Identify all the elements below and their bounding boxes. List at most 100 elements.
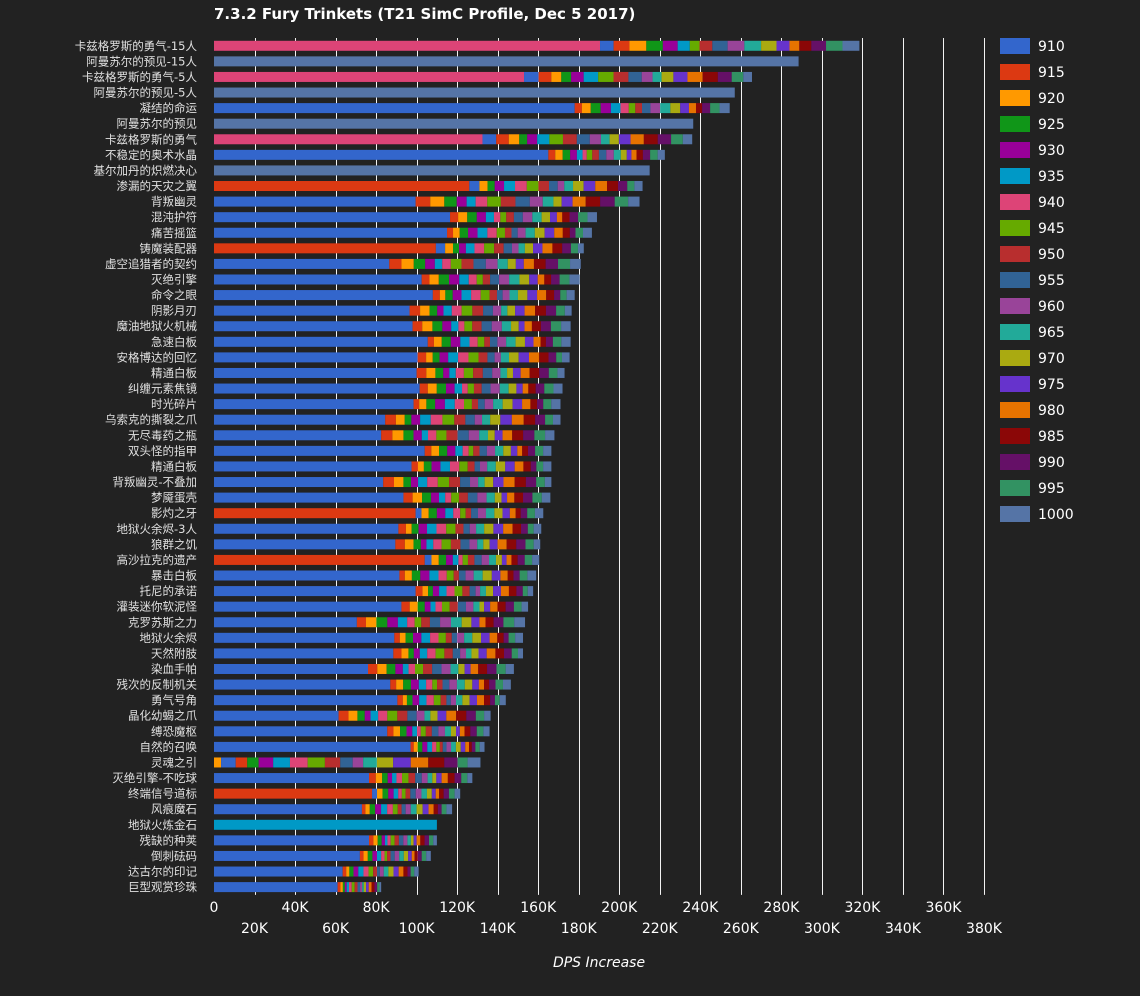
bar-segment-1000 [557,367,565,378]
bar-segment-915 [369,835,374,846]
legend-label: 955 [1038,273,1065,289]
bar-segment-base [214,554,425,565]
bar-segment-965 [464,632,473,643]
bar-segment-960 [484,399,494,410]
bar-segment-930 [422,741,428,752]
bar-row [214,290,575,301]
bar-segment-985 [514,477,526,488]
bar-row [214,212,597,223]
bar-segment-960 [490,383,500,394]
bar-segment-925 [429,305,438,316]
bar-segment-1000 [483,726,490,737]
bar-segment-975 [484,601,491,612]
bar-segment-base [214,773,370,784]
bar-segment-920 [555,149,563,160]
bar-segment-950 [450,539,461,550]
bar-segment-950 [538,181,549,192]
bar-segment-915 [427,336,434,347]
bar-segment-975 [481,632,490,643]
bar-segment-975 [393,757,411,768]
bar-segment-1000 [543,461,552,472]
bar-segment-985 [433,804,438,815]
bar-segment-985 [643,134,658,145]
bar-segment-910 [415,508,422,519]
bar-segment-990 [437,804,442,815]
category-label: 阿曼苏尔的预见-5人 [94,86,198,100]
bar-segment-995 [536,461,544,472]
x-tick-label: 340K [885,921,922,937]
legend-swatch-945 [1000,220,1030,236]
bar-segment-985 [512,523,522,534]
bar-segment-1000 [570,258,581,269]
bar-segment-985 [531,321,541,332]
bar-segment-985 [506,539,517,550]
bar-segment-960 [470,477,479,488]
bar-segment-970 [458,663,465,674]
bar-segment-995 [503,617,515,628]
bar-segment-965 [455,695,463,706]
bar-segment-920 [421,508,429,519]
bar-segment-945 [477,336,485,347]
bar-segment-950 [324,757,341,768]
bar-segment-990 [617,181,628,192]
bar-segment-960 [379,866,384,877]
bar-segment-925 [432,352,440,363]
bar-segment-985 [456,710,467,721]
bar-segment-975 [493,477,504,488]
bar-segment-925 [403,477,411,488]
bar-row [214,539,541,550]
bar-segment-975 [533,243,543,254]
bar-segment-920 [365,617,377,628]
bar-segment-950 [613,71,629,82]
bar-segment-960 [440,617,451,628]
bar-segment-920 [392,430,404,441]
bar-segment-975 [505,461,515,472]
category-label: 魔油地狱火机械 [117,319,198,333]
bar-segment-950 [440,695,447,706]
legend-swatch-975 [1000,376,1030,392]
bar-segment-920 [629,40,647,51]
bar-segment-945 [462,554,468,565]
bar-segment-990 [407,866,411,877]
legend-label: 985 [1038,429,1065,445]
bar-segment-985 [497,632,504,643]
bar-segment-920 [431,445,439,456]
category-label: 阴影月刃 [151,304,197,318]
bar-segment-945 [461,305,473,316]
bar-segment-970 [494,492,502,503]
bar-segment-915 [395,539,405,550]
bar-segment-955 [712,40,728,51]
bar-segment-990 [487,663,497,674]
bar-segment-925 [423,461,432,472]
bar-segment-985 [403,866,408,877]
bar-segment-base [214,850,360,861]
bar-segment-935 [583,71,599,82]
bar-segment-995 [519,570,528,581]
legend-label: 965 [1038,325,1065,341]
bar-segment-980 [630,134,644,145]
bar-row [214,492,551,503]
bar-segment-1000 [657,149,665,160]
category-label: 缚恐魔枢 [151,724,197,738]
bar-segment-915 [385,414,396,425]
bar-segment-980 [497,539,507,550]
bar-segment-960 [477,508,486,519]
bar-segment-975 [393,866,399,877]
bar-segment-955 [442,741,447,752]
bar-segment-935 [427,741,433,752]
bar-segment-base [214,710,339,721]
bar-segment-945 [436,430,447,441]
bar-row [214,103,730,114]
bar-segment-935 [576,149,583,160]
x-tick-label: 180K [561,921,598,937]
bar-segment-980 [490,601,498,612]
bar-segment-945 [549,134,563,145]
bar-segment-995 [534,430,546,441]
bar-segment-945 [433,695,441,706]
bar-segment-955 [463,523,470,534]
bar-segment-930 [410,477,419,488]
bar-segment-925 [436,383,447,394]
bar-segment-930 [436,508,446,519]
category-label: 痛苦摇篮 [151,226,197,240]
bar-segment-965 [486,492,495,503]
